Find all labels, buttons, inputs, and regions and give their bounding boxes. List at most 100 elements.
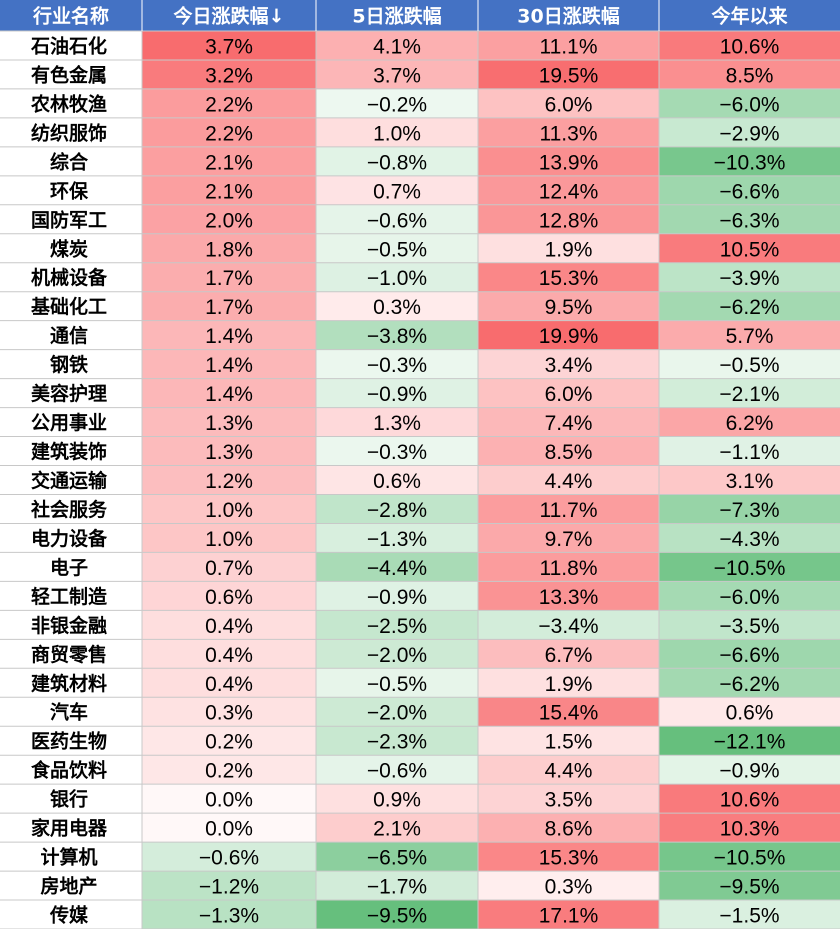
value-cell bbox=[478, 320, 659, 350]
value-label: 3.7% bbox=[373, 64, 421, 87]
value-label: 1.9% bbox=[545, 238, 593, 261]
value-label: −6.6% bbox=[719, 180, 779, 203]
industry-name-cell bbox=[0, 175, 142, 205]
value-cell bbox=[478, 552, 659, 582]
value-cell bbox=[659, 262, 840, 292]
industry-name: 计算机 bbox=[40, 846, 97, 869]
industry-name-cell bbox=[0, 842, 142, 872]
value-label: −2.5% bbox=[367, 615, 427, 638]
value-label: 0.7% bbox=[373, 180, 421, 203]
value-cell bbox=[478, 175, 659, 205]
industry-name-cell bbox=[0, 31, 142, 60]
value-label: −3.5% bbox=[719, 615, 779, 638]
value-label: 1.3% bbox=[205, 412, 253, 435]
industry-name: 轻工制造 bbox=[31, 585, 108, 608]
industry-name: 建筑装饰 bbox=[31, 440, 107, 463]
column-header[interactable]: 5日涨跌幅 bbox=[352, 5, 441, 28]
value-cell bbox=[659, 407, 840, 437]
value-cell bbox=[478, 784, 659, 814]
value-cell bbox=[659, 581, 840, 611]
industry-name-cell bbox=[0, 262, 142, 292]
value-cell bbox=[659, 175, 840, 205]
value-label: 3.7% bbox=[205, 35, 253, 58]
value-cell bbox=[142, 117, 316, 147]
value-cell bbox=[316, 204, 478, 234]
value-label: 13.9% bbox=[539, 151, 599, 174]
value-label: 2.2% bbox=[205, 93, 253, 116]
value-label: 15.4% bbox=[539, 702, 599, 725]
value-label: −6.5% bbox=[367, 847, 427, 870]
value-label: 0.2% bbox=[205, 731, 253, 754]
value-label: −0.6% bbox=[199, 847, 259, 870]
value-cell bbox=[142, 175, 316, 205]
value-label: 2.1% bbox=[205, 180, 253, 203]
value-label: −3.8% bbox=[367, 325, 427, 348]
value-label: 0.4% bbox=[205, 673, 253, 696]
industry-name: 公用事业 bbox=[31, 411, 107, 434]
industry-name: 农林牧渔 bbox=[30, 92, 107, 115]
value-label: −3.9% bbox=[719, 267, 779, 290]
value-label: −0.5% bbox=[367, 673, 427, 696]
industry-name-cell bbox=[0, 204, 142, 234]
column-header[interactable]: 今年以来 bbox=[710, 5, 787, 28]
value-label: 0.4% bbox=[205, 615, 253, 638]
value-cell bbox=[316, 59, 478, 89]
column-header[interactable]: 30日涨跌幅 bbox=[517, 5, 619, 28]
value-cell bbox=[142, 668, 316, 698]
value-label: −6.3% bbox=[719, 209, 779, 232]
value-cell bbox=[659, 697, 840, 727]
industry-name: 通信 bbox=[50, 324, 88, 347]
value-cell bbox=[659, 233, 840, 263]
industry-name-cell bbox=[0, 436, 142, 466]
value-cell bbox=[478, 436, 659, 466]
value-label: 10.3% bbox=[720, 818, 780, 841]
value-label: −4.4% bbox=[367, 557, 427, 580]
column-header[interactable]: 今日涨跌幅↓ bbox=[173, 5, 285, 28]
value-cell bbox=[316, 349, 478, 379]
value-cell bbox=[659, 813, 840, 843]
value-cell bbox=[316, 523, 478, 553]
value-label: −2.3% bbox=[367, 731, 427, 754]
value-cell bbox=[659, 378, 840, 408]
value-label: −6.2% bbox=[719, 673, 779, 696]
value-label: −2.9% bbox=[719, 122, 779, 145]
industry-name: 美容护理 bbox=[31, 382, 107, 405]
value-label: 2.2% bbox=[205, 122, 253, 145]
industry-name: 非银金融 bbox=[31, 614, 107, 637]
industry-name-cell bbox=[0, 59, 142, 89]
column-header[interactable]: 行业名称 bbox=[32, 5, 109, 28]
industry-name: 商贸零售 bbox=[31, 643, 107, 666]
value-label: 6.7% bbox=[545, 644, 593, 667]
value-label: −2.1% bbox=[719, 383, 779, 406]
value-label: 7.4% bbox=[545, 412, 593, 435]
value-label: −7.3% bbox=[719, 499, 779, 522]
industry-name-cell bbox=[0, 871, 142, 901]
value-cell bbox=[659, 59, 840, 89]
value-cell bbox=[142, 900, 316, 929]
value-label: 3.5% bbox=[545, 789, 593, 812]
value-cell bbox=[316, 552, 478, 582]
value-cell bbox=[142, 494, 316, 524]
value-label: 0.2% bbox=[205, 760, 253, 783]
value-cell bbox=[659, 668, 840, 698]
value-cell bbox=[659, 523, 840, 553]
industry-name-cell bbox=[0, 900, 142, 929]
value-cell bbox=[316, 813, 478, 843]
value-label: −0.9% bbox=[367, 383, 427, 406]
value-cell bbox=[142, 581, 316, 611]
value-label: 3.2% bbox=[205, 64, 253, 87]
value-cell bbox=[142, 407, 316, 437]
value-cell bbox=[659, 117, 840, 147]
value-label: 0.3% bbox=[373, 296, 421, 319]
industry-name: 机械设备 bbox=[31, 266, 108, 289]
value-cell bbox=[478, 378, 659, 408]
value-label: −0.6% bbox=[367, 760, 427, 783]
value-cell bbox=[659, 494, 840, 524]
industry-name-cell bbox=[0, 755, 142, 785]
value-cell bbox=[659, 349, 840, 379]
value-cell bbox=[142, 639, 316, 669]
value-cell bbox=[316, 900, 478, 929]
value-label: −1.7% bbox=[367, 876, 427, 899]
